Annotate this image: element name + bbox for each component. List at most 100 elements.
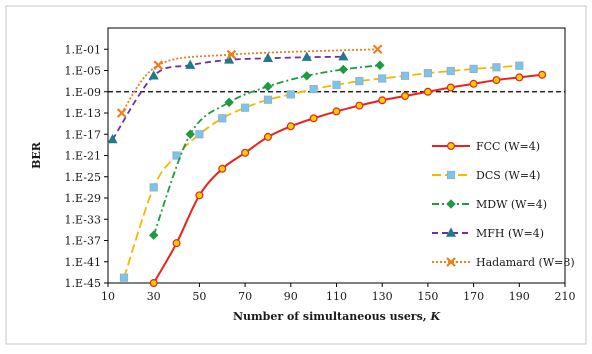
y-tick-label: 1.E-17 bbox=[65, 128, 101, 141]
data-point bbox=[538, 70, 547, 79]
data-point bbox=[446, 66, 455, 76]
data-point bbox=[195, 191, 204, 200]
y-tick-label: 1.E-45 bbox=[65, 277, 101, 290]
x-tick-label: 130 bbox=[372, 290, 393, 303]
legend-swatch-marker bbox=[445, 227, 457, 237]
data-point bbox=[119, 273, 129, 282]
data-point bbox=[195, 130, 204, 139]
series-1 bbox=[119, 61, 524, 282]
x-tick-label: 190 bbox=[509, 290, 530, 303]
data-point bbox=[185, 129, 195, 139]
y-tick-label: 1.E-37 bbox=[65, 235, 101, 248]
y-tick-label: 1.E-29 bbox=[65, 192, 101, 205]
data-point bbox=[224, 54, 235, 64]
data-point bbox=[262, 52, 273, 62]
data-point bbox=[302, 71, 312, 81]
legend-swatch-marker bbox=[446, 199, 456, 209]
x-tick-label: 50 bbox=[192, 290, 206, 303]
data-point bbox=[446, 83, 455, 92]
x-tick-label: 70 bbox=[238, 290, 252, 303]
data-point bbox=[355, 101, 364, 110]
data-point bbox=[172, 239, 181, 248]
data-point bbox=[241, 103, 250, 112]
y-tick-label: 1.E-21 bbox=[65, 150, 101, 163]
data-point bbox=[149, 279, 158, 288]
data-point bbox=[332, 107, 341, 116]
data-point bbox=[116, 108, 127, 118]
y-tick-label: 1.E-13 bbox=[65, 107, 101, 120]
x-tick-label: 30 bbox=[147, 290, 161, 303]
series-line bbox=[120, 48, 378, 114]
legend-label: DCS (W=4) bbox=[476, 169, 540, 182]
y-tick-label: 1.E-33 bbox=[65, 213, 101, 226]
x-axis-label-variable: K bbox=[429, 310, 440, 323]
data-point bbox=[400, 71, 410, 80]
data-point bbox=[185, 59, 196, 69]
data-point bbox=[286, 90, 295, 99]
y-tick-label: 1.E-41 bbox=[65, 256, 101, 269]
data-point bbox=[492, 76, 501, 85]
legend-item: DCS (W=4) bbox=[432, 169, 540, 182]
y-tick-label: 1.E-05 bbox=[65, 65, 101, 78]
series-3 bbox=[107, 51, 349, 144]
data-point bbox=[355, 77, 364, 86]
x-tick-label: 150 bbox=[417, 290, 438, 303]
data-point bbox=[309, 114, 318, 123]
data-point bbox=[332, 80, 341, 89]
legend-swatch-marker bbox=[446, 257, 456, 267]
data-point bbox=[263, 132, 272, 141]
data-point bbox=[301, 51, 312, 61]
data-point bbox=[423, 87, 432, 96]
series-2 bbox=[148, 60, 385, 240]
data-point bbox=[492, 63, 501, 72]
data-point bbox=[286, 122, 295, 131]
data-point bbox=[224, 97, 234, 108]
data-point bbox=[515, 73, 524, 82]
legend-item: MFH (W=4) bbox=[432, 227, 544, 240]
data-point bbox=[423, 69, 432, 78]
data-point bbox=[469, 64, 478, 74]
x-axis: 10 30 50 70 90 110 130 150 170 190 210 bbox=[101, 283, 576, 303]
x-tick-label: 210 bbox=[555, 290, 576, 303]
legend-label: Hadamard (W=8) bbox=[476, 256, 575, 269]
legend-swatch-marker bbox=[446, 170, 456, 180]
data-point bbox=[469, 79, 478, 88]
data-point bbox=[338, 51, 349, 61]
data-point bbox=[378, 74, 387, 83]
data-point bbox=[375, 60, 385, 70]
data-point bbox=[241, 148, 250, 157]
x-axis-label-text: Number of simultaneous users, bbox=[233, 310, 431, 323]
data-point bbox=[218, 114, 227, 123]
data-point bbox=[372, 44, 383, 55]
y-tick-label: 1.E-09 bbox=[65, 86, 101, 99]
x-tick-label: 170 bbox=[463, 290, 484, 303]
data-point bbox=[172, 151, 181, 160]
data-point bbox=[338, 64, 349, 75]
data-point bbox=[153, 60, 164, 70]
data-point bbox=[401, 91, 410, 100]
legend-label: MFH (W=4) bbox=[476, 227, 544, 240]
data-point bbox=[149, 183, 158, 192]
legend-item: FCC (W=4) bbox=[432, 140, 540, 153]
x-axis-label: Number of simultaneous users, K bbox=[233, 310, 441, 323]
legend: FCC (W=4) DCS (W=4) MDW (W=4) MFH (W=4) Hada… bbox=[432, 140, 575, 269]
x-tick-label: 90 bbox=[284, 290, 298, 303]
y-tick-label: 1.E-25 bbox=[65, 171, 101, 184]
data-point bbox=[148, 230, 159, 240]
x-tick-label: 10 bbox=[101, 290, 115, 303]
y-axis: 1.E-01 1.E-05 1.E-09 1.E-13 1.E-17 1.E-21 1.E-… bbox=[65, 43, 108, 290]
legend-label: FCC (W=4) bbox=[476, 140, 540, 153]
legend-swatch-marker bbox=[447, 142, 456, 151]
y-axis-label: BER bbox=[30, 141, 43, 169]
series-0 bbox=[149, 70, 547, 288]
y-tick-label: 1.E-01 bbox=[65, 43, 101, 56]
legend-item: Hadamard (W=8) bbox=[432, 256, 575, 269]
data-point bbox=[218, 164, 227, 173]
series-4 bbox=[116, 44, 383, 118]
data-point bbox=[378, 96, 387, 105]
legend-label: MDW (W=4) bbox=[476, 198, 547, 211]
data-point bbox=[107, 134, 118, 144]
data-point bbox=[148, 70, 159, 80]
